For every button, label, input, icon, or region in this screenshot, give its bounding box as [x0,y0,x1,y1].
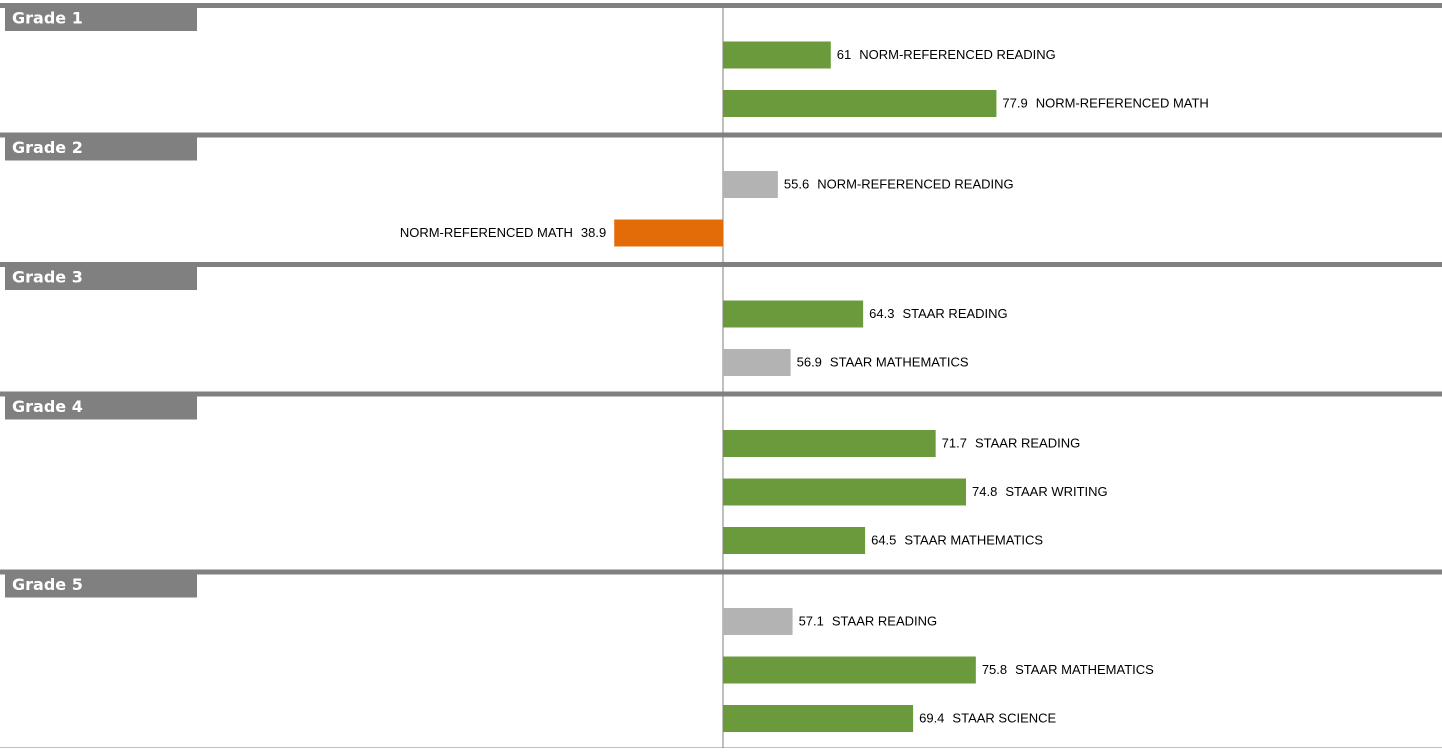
bar [723,300,864,328]
group-rule [0,132,1442,138]
bar-label: 75.8 STAAR MATHEMATICS [982,662,1154,677]
group-rule [0,262,1442,267]
value-label: 64.3 [869,306,894,321]
bar [723,90,997,117]
value-label: 56.9 [797,355,822,370]
bar [723,349,791,376]
value-label: 61 [837,47,851,62]
bar [723,705,914,732]
category-label: STAAR MATHEMATICS [830,355,969,370]
bar [723,527,866,554]
bar [723,656,976,684]
bar [723,171,778,198]
category-label: STAAR READING [902,306,1007,321]
group-tab [5,391,197,420]
group-rule [0,391,1442,397]
bar [723,608,793,635]
group-label: Grade 4 [12,397,83,416]
group-tab [5,262,197,290]
bar-label: NORM-REFERENCED MATH 38.9 [400,225,606,240]
bar-label: 55.6 NORM-REFERENCED READING [784,177,1014,192]
value-label: 71.7 [942,436,967,451]
category-label: STAAR MATHEMATICS [1015,662,1154,677]
value-label: 77.9 [1002,96,1027,111]
bar-label: 64.5 STAAR MATHEMATICS [871,533,1043,548]
group-tab [5,132,197,161]
group-rule [0,3,1442,8]
group-label: Grade 3 [12,268,83,287]
bar [723,430,936,457]
category-label: NORM-REFERENCED MATH [400,225,573,240]
bar-label: 77.9 NORM-REFERENCED MATH [1002,96,1208,111]
group-label: Grade 1 [12,9,83,28]
category-label: STAAR MATHEMATICS [904,533,1043,548]
group-label: Grade 5 [12,575,83,594]
bar-label: 69.4 STAAR SCIENCE [919,711,1056,726]
value-label: 69.4 [919,711,944,726]
value-label: 55.6 [784,177,809,192]
value-label: 38.9 [581,225,606,240]
group-rule [0,569,1442,575]
category-label: STAAR WRITING [1005,484,1107,499]
group-tab [5,569,197,598]
bar [723,41,831,69]
category-label: NORM-REFERENCED MATH [1036,96,1209,111]
category-label: STAAR SCIENCE [952,711,1056,726]
bar-label: 57.1 STAAR READING [799,614,938,629]
value-label: 74.8 [972,484,997,499]
value-label: 75.8 [982,662,1007,677]
group-label: Grade 2 [12,138,83,157]
bar-label: 61 NORM-REFERENCED READING [837,47,1056,62]
value-label: 64.5 [871,533,896,548]
category-label: STAAR READING [975,436,1080,451]
value-label: 57.1 [799,614,824,629]
category-label: NORM-REFERENCED READING [859,47,1055,62]
group-tab [5,3,197,31]
category-label: NORM-REFERENCED READING [817,177,1013,192]
bar-label: 56.9 STAAR MATHEMATICS [797,355,969,370]
bar [614,219,723,247]
bar-label: 64.3 STAAR READING [869,306,1008,321]
category-label: STAAR READING [832,614,937,629]
bar-label: 71.7 STAAR READING [942,436,1081,451]
bar [723,478,967,506]
bar-label: 74.8 STAAR WRITING [972,484,1108,499]
